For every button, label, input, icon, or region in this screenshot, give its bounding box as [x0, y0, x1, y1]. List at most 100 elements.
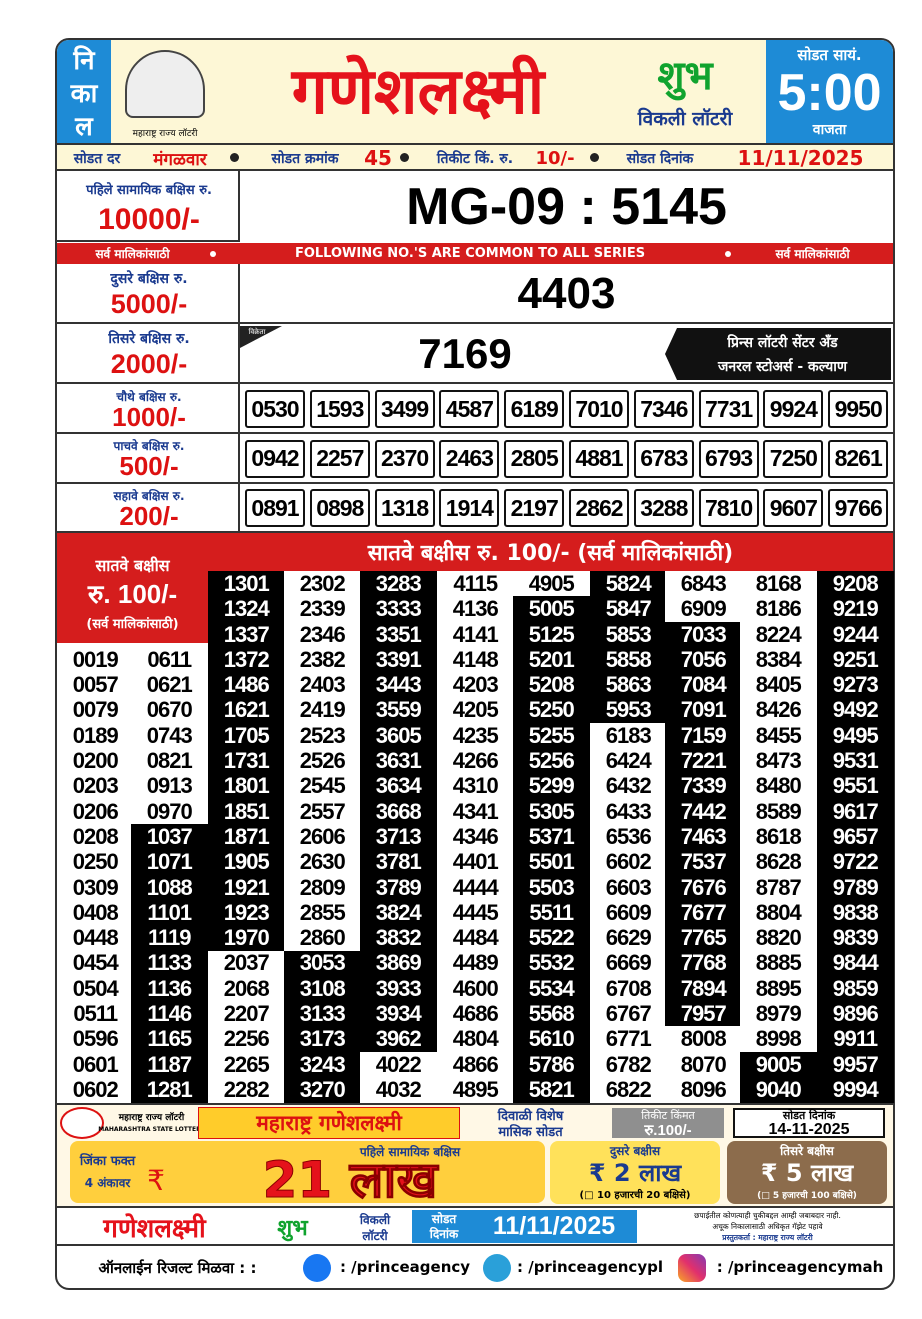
seventh-number: 2207 [208, 1001, 285, 1027]
seventh-number: 5125 [513, 622, 590, 648]
seventh-number: 7463 [665, 824, 742, 850]
prize-number: 9950 [828, 390, 889, 428]
prize-number: 7810 [698, 489, 759, 527]
seventh-number: 2557 [284, 799, 361, 825]
seventh-number: 4136 [437, 596, 514, 623]
seventh-number: 5610 [513, 1026, 590, 1053]
seventh-number: 2855 [284, 900, 361, 926]
date-box [733, 1108, 885, 1138]
third-number: 7169 [418, 330, 512, 377]
seventh-number: 4346 [437, 824, 514, 850]
weekly: विकली लॉटरी [637, 108, 733, 130]
seventh-number: 3053 [284, 950, 361, 977]
prize-number: 8261 [828, 439, 889, 478]
second-amount: ₹ 2 लाख [588, 1158, 682, 1187]
seventh-number: 1133 [131, 950, 208, 977]
seventh-amount: रु. 100/- [87, 579, 178, 609]
prize-number: 0942 [245, 439, 305, 478]
seventh-label: सातवे बक्षीस [95, 556, 170, 575]
third-note: (□ 5 हजारची 100 बक्षिसे) [757, 1190, 857, 1201]
seventh-number: 4203 [437, 672, 514, 698]
prize-number: 0898 [309, 489, 370, 527]
seventh-number: 5863 [590, 672, 667, 698]
seventh-number: 2419 [284, 697, 361, 724]
second-amount: 5000/- [110, 288, 188, 319]
seventh-number: 8008 [665, 1026, 742, 1053]
seventh-number: 4895 [437, 1077, 514, 1103]
seventh-number: 5853 [590, 622, 667, 648]
seventh-number: 9273 [817, 672, 894, 698]
seventh-number: 3869 [360, 950, 437, 977]
seventh-number: 9005 [740, 1052, 817, 1078]
seller-line1: प्रिन्स लॉटरी सेंटर अँड [727, 334, 838, 351]
seventh-number: 8070 [665, 1052, 742, 1078]
prize-number: 1914 [439, 489, 500, 527]
seventh-head [208, 533, 893, 571]
seventh-number: 6909 [665, 596, 742, 623]
seventh-number: 5858 [590, 647, 667, 673]
seventh-number: 0019 [57, 647, 134, 673]
prize-row-right [240, 483, 893, 533]
prize-amount: 1000/- [112, 401, 186, 432]
seventh-number: 3634 [360, 773, 437, 800]
seventh-number: 4804 [437, 1026, 514, 1053]
seventh-number: 4600 [437, 976, 514, 1002]
time-box [766, 40, 893, 143]
seventh-number: 5201 [513, 647, 590, 673]
seventh-number: 1905 [208, 849, 285, 876]
seventh-number: 2037 [208, 950, 285, 977]
prize-number: 0891 [245, 489, 305, 527]
seventh-number: 8168 [740, 571, 817, 597]
seventh-number: 4235 [437, 723, 514, 749]
banner-right: सर्व मालिकांसाठी [775, 247, 850, 261]
prize-number: 9924 [763, 390, 824, 428]
seventh-number: 1372 [208, 647, 285, 673]
social-label: ऑनलाईन रिजल्ट मिळवा : : [98, 1259, 257, 1277]
seventh-number: 4266 [437, 748, 514, 774]
seventh-number: 2339 [284, 596, 361, 623]
seventh-number: 4489 [437, 950, 514, 977]
seventh-number: 2256 [208, 1026, 285, 1053]
seventh-number: 1705 [208, 723, 285, 749]
footer-date-label: सोडत [431, 1212, 457, 1226]
seventh-number: 5568 [513, 1001, 590, 1027]
win-line2: 4 अंकावर [84, 1175, 131, 1190]
seventh-number: 0970 [131, 799, 208, 825]
prize-label: पाचवे बक्षिस रु. [113, 439, 185, 453]
seventh-number: 9244 [817, 622, 894, 648]
prize-number: 2197 [504, 489, 565, 527]
seventh-number: 6536 [590, 824, 667, 850]
bullet [590, 153, 599, 162]
seventh-number: 8480 [740, 773, 817, 800]
seventh-number: 0621 [131, 672, 208, 698]
seventh-number: 7339 [665, 773, 742, 800]
seventh-number: 7537 [665, 849, 742, 876]
third-tag: विक्रेता [248, 327, 266, 336]
frame [55, 38, 895, 1290]
seventh-number: 4310 [437, 773, 514, 800]
seventh-number: 2346 [284, 622, 361, 648]
third-amount: 2000/- [110, 348, 188, 379]
seventh-number: 3631 [360, 748, 437, 774]
seventh-number: 7056 [665, 647, 742, 673]
nikal-char: का [70, 78, 98, 109]
seventh-number: 9551 [817, 773, 894, 800]
prize-number: 9607 [763, 489, 824, 527]
nikal-box [57, 40, 111, 143]
seventh-number: 5824 [590, 571, 667, 597]
footer-date: 11/11/2025 [492, 1212, 616, 1240]
rupee: ₹ [147, 1163, 165, 1197]
second-bg [550, 1141, 720, 1204]
instagram: : /princeagencymah [716, 1258, 884, 1276]
seventh-number: 8885 [740, 950, 817, 977]
seventh-number: 0448 [57, 925, 134, 951]
seventh-number: 5256 [513, 748, 590, 774]
promo-title-bg [198, 1107, 460, 1139]
seventh-number: 9957 [817, 1052, 894, 1078]
seventh-number: 2265 [208, 1052, 285, 1078]
seventh-number: 1187 [131, 1052, 208, 1078]
seventh-number: 8455 [740, 723, 817, 749]
seventh-number: 8186 [740, 596, 817, 623]
logo-emblem [125, 50, 205, 118]
